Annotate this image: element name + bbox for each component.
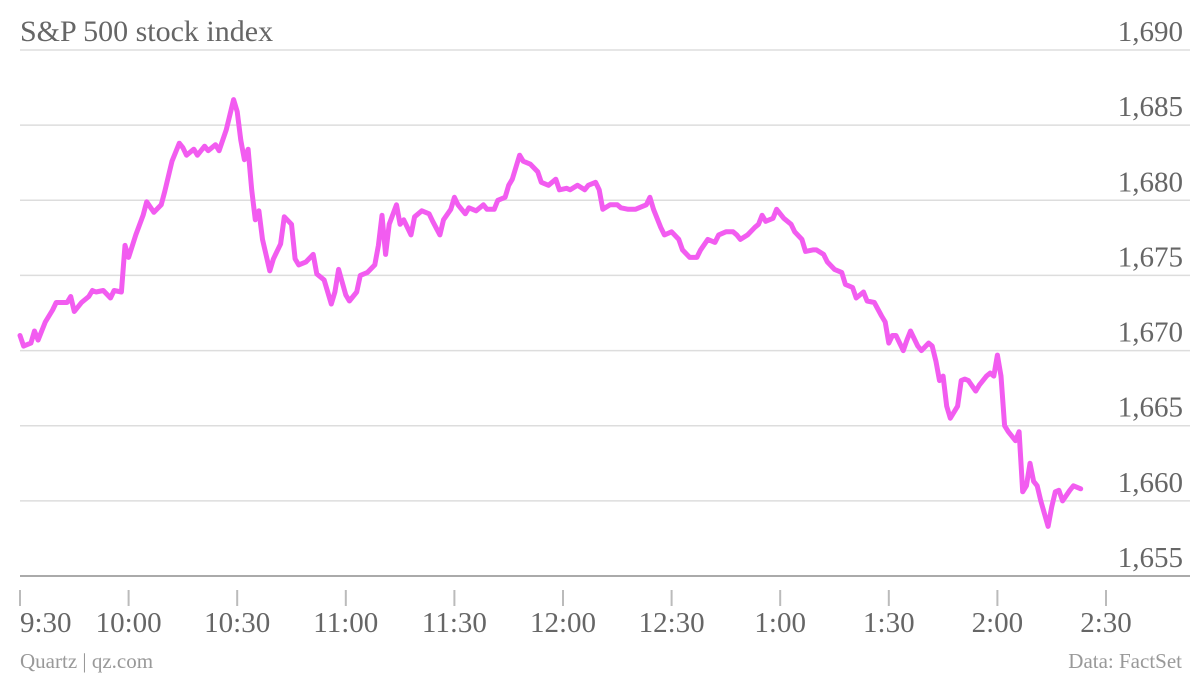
- x-tick-label: 11:30: [422, 607, 487, 639]
- y-tick-label: 1,690: [1118, 16, 1183, 48]
- y-tick-label: 1,680: [1118, 166, 1183, 198]
- y-tick-label: 1,675: [1118, 241, 1183, 273]
- x-tick-label: 12:30: [639, 607, 705, 639]
- x-tick-label: 12:00: [530, 607, 596, 639]
- credit: Data: FactSet: [1068, 649, 1182, 673]
- x-tick-label: 2:30: [1080, 607, 1132, 639]
- chart-title: S&P 500 stock index: [20, 15, 273, 48]
- x-tick-label: 9:30: [20, 607, 72, 639]
- source: Quartz | qz.com: [20, 649, 153, 673]
- y-tick-label: 1,670: [1118, 317, 1183, 349]
- x-tick-label: 10:30: [204, 607, 270, 639]
- y-tick-label: 1,665: [1118, 392, 1183, 424]
- y-tick-label: 1,660: [1118, 467, 1183, 499]
- y-tick-label: 1,685: [1118, 91, 1183, 123]
- x-tick-label: 11:00: [313, 607, 378, 639]
- x-tick-label: 1:30: [863, 607, 915, 639]
- y-tick-label: 1,655: [1118, 542, 1183, 574]
- x-tick-label: 1:00: [754, 607, 806, 639]
- x-tick-label: 2:00: [972, 607, 1024, 639]
- price-line: [17, 97, 1084, 529]
- x-tick-label: 10:00: [96, 607, 162, 639]
